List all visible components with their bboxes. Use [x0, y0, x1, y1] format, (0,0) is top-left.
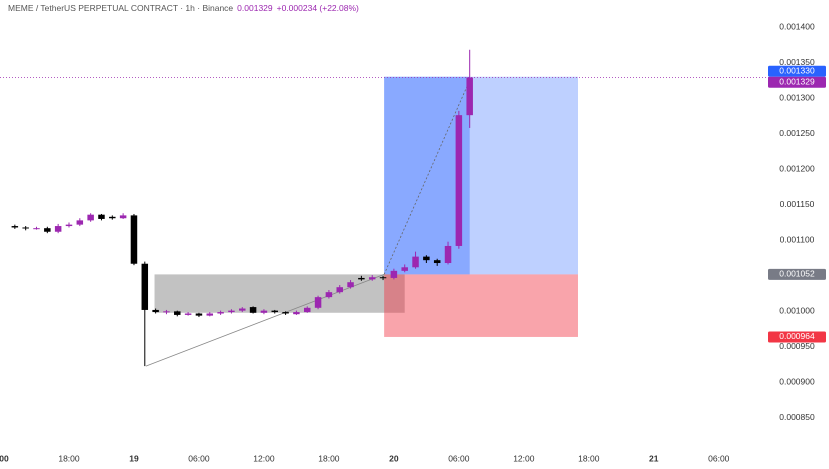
candle-body: [54, 226, 62, 232]
x-tick-label: 06:00: [708, 453, 730, 463]
price-marker: [768, 65, 826, 77]
candle-body: [206, 313, 214, 316]
candle-body: [109, 216, 116, 219]
price-change: +0.000234 (+22.08%): [276, 3, 359, 13]
candle-body: [433, 260, 441, 264]
candle-body: [401, 267, 408, 271]
candle-body: [195, 313, 203, 316]
candle-body: [152, 309, 159, 313]
y-tick-label: 0.001350: [779, 57, 815, 67]
x-tick-label: 19: [129, 453, 139, 463]
price-marker: [768, 268, 826, 280]
candle-body: [466, 77, 473, 116]
candle-body: [141, 263, 149, 310]
candle-body: [98, 214, 105, 219]
price-marker-label: 0.001330: [779, 66, 815, 76]
y-tick-label: 0.000850: [779, 412, 815, 422]
header: MEME / TetherUS PERPETUAL CONTRACT · 1h …: [8, 3, 359, 13]
last-price: 0.001329: [237, 3, 273, 13]
candle-body: [314, 297, 322, 308]
candle-body: [249, 307, 257, 313]
candle-body: [271, 310, 279, 313]
candle-body: [455, 115, 463, 246]
candle-body: [76, 220, 84, 225]
y-tick-label: 0.000900: [779, 377, 815, 387]
candle-body: [293, 312, 300, 315]
candle-body: [282, 312, 289, 314]
x-tick-label: 18:00: [578, 453, 600, 463]
candle-body: [33, 228, 40, 230]
y-tick-label: 0.001150: [780, 199, 815, 209]
candle-body: [260, 310, 268, 313]
symbol: MEME / TetherUS PERPETUAL CONTRACT · 1h …: [8, 3, 234, 13]
stop-zone: [384, 274, 578, 337]
trend-line: [145, 274, 385, 367]
y-tick-label: 0.001200: [779, 163, 815, 173]
candle-body: [11, 226, 19, 228]
candle-body: [130, 215, 138, 264]
candle-body: [325, 292, 333, 298]
y-tick-label: 0.000950: [779, 341, 815, 351]
candle-body: [444, 245, 452, 264]
x-tick-label: 12:00: [513, 453, 535, 463]
x-tick-label: 06:00: [188, 453, 210, 463]
range-box: [154, 274, 405, 313]
candle-body: [65, 224, 73, 227]
y-tick-label: 0.001400: [779, 21, 815, 31]
y-tick-label: 0.001300: [779, 92, 815, 102]
candle-body: [228, 310, 235, 313]
y-tick-label: 0.001100: [780, 235, 815, 245]
candle-body: [22, 227, 29, 229]
x-tick-label: 06:00: [448, 453, 470, 463]
candle-body: [303, 307, 311, 313]
candle-body: [163, 311, 170, 313]
candle-body: [174, 311, 181, 315]
candle-body: [390, 270, 398, 278]
target-zone-filled: [384, 76, 470, 275]
y-tick-label: 0.001000: [779, 306, 815, 316]
candle-body: [184, 313, 192, 315]
x-tick-label: 18:00: [318, 453, 340, 463]
target-zone: [384, 76, 578, 275]
candle-body: [44, 228, 51, 232]
candle-body: [87, 214, 94, 221]
candle-body: [336, 287, 343, 293]
x-tick-label: 20: [389, 453, 399, 463]
candle-body: [119, 215, 127, 219]
x-tick-label: 00: [0, 453, 9, 463]
x-tick-label: 21: [649, 453, 659, 463]
price-marker: [768, 76, 826, 88]
x-tick-label: 18:00: [58, 453, 80, 463]
candle-body: [368, 277, 376, 280]
price-marker-label: 0.001329: [779, 77, 815, 87]
price-marker: [768, 331, 826, 343]
x-tick-label: 12:00: [253, 453, 275, 463]
candle-body: [412, 256, 419, 268]
price-marker-label: 0.000964: [779, 331, 815, 341]
candle-body: [379, 277, 387, 279]
price-marker-label: 0.001052: [779, 269, 815, 279]
candle-body: [239, 308, 246, 311]
trend-line-projection: [383, 80, 471, 275]
candle-body: [347, 282, 354, 288]
candle-body: [358, 277, 365, 280]
candle-body: [217, 312, 224, 314]
y-tick-label: 0.001250: [779, 128, 815, 138]
candle-body: [423, 256, 430, 261]
